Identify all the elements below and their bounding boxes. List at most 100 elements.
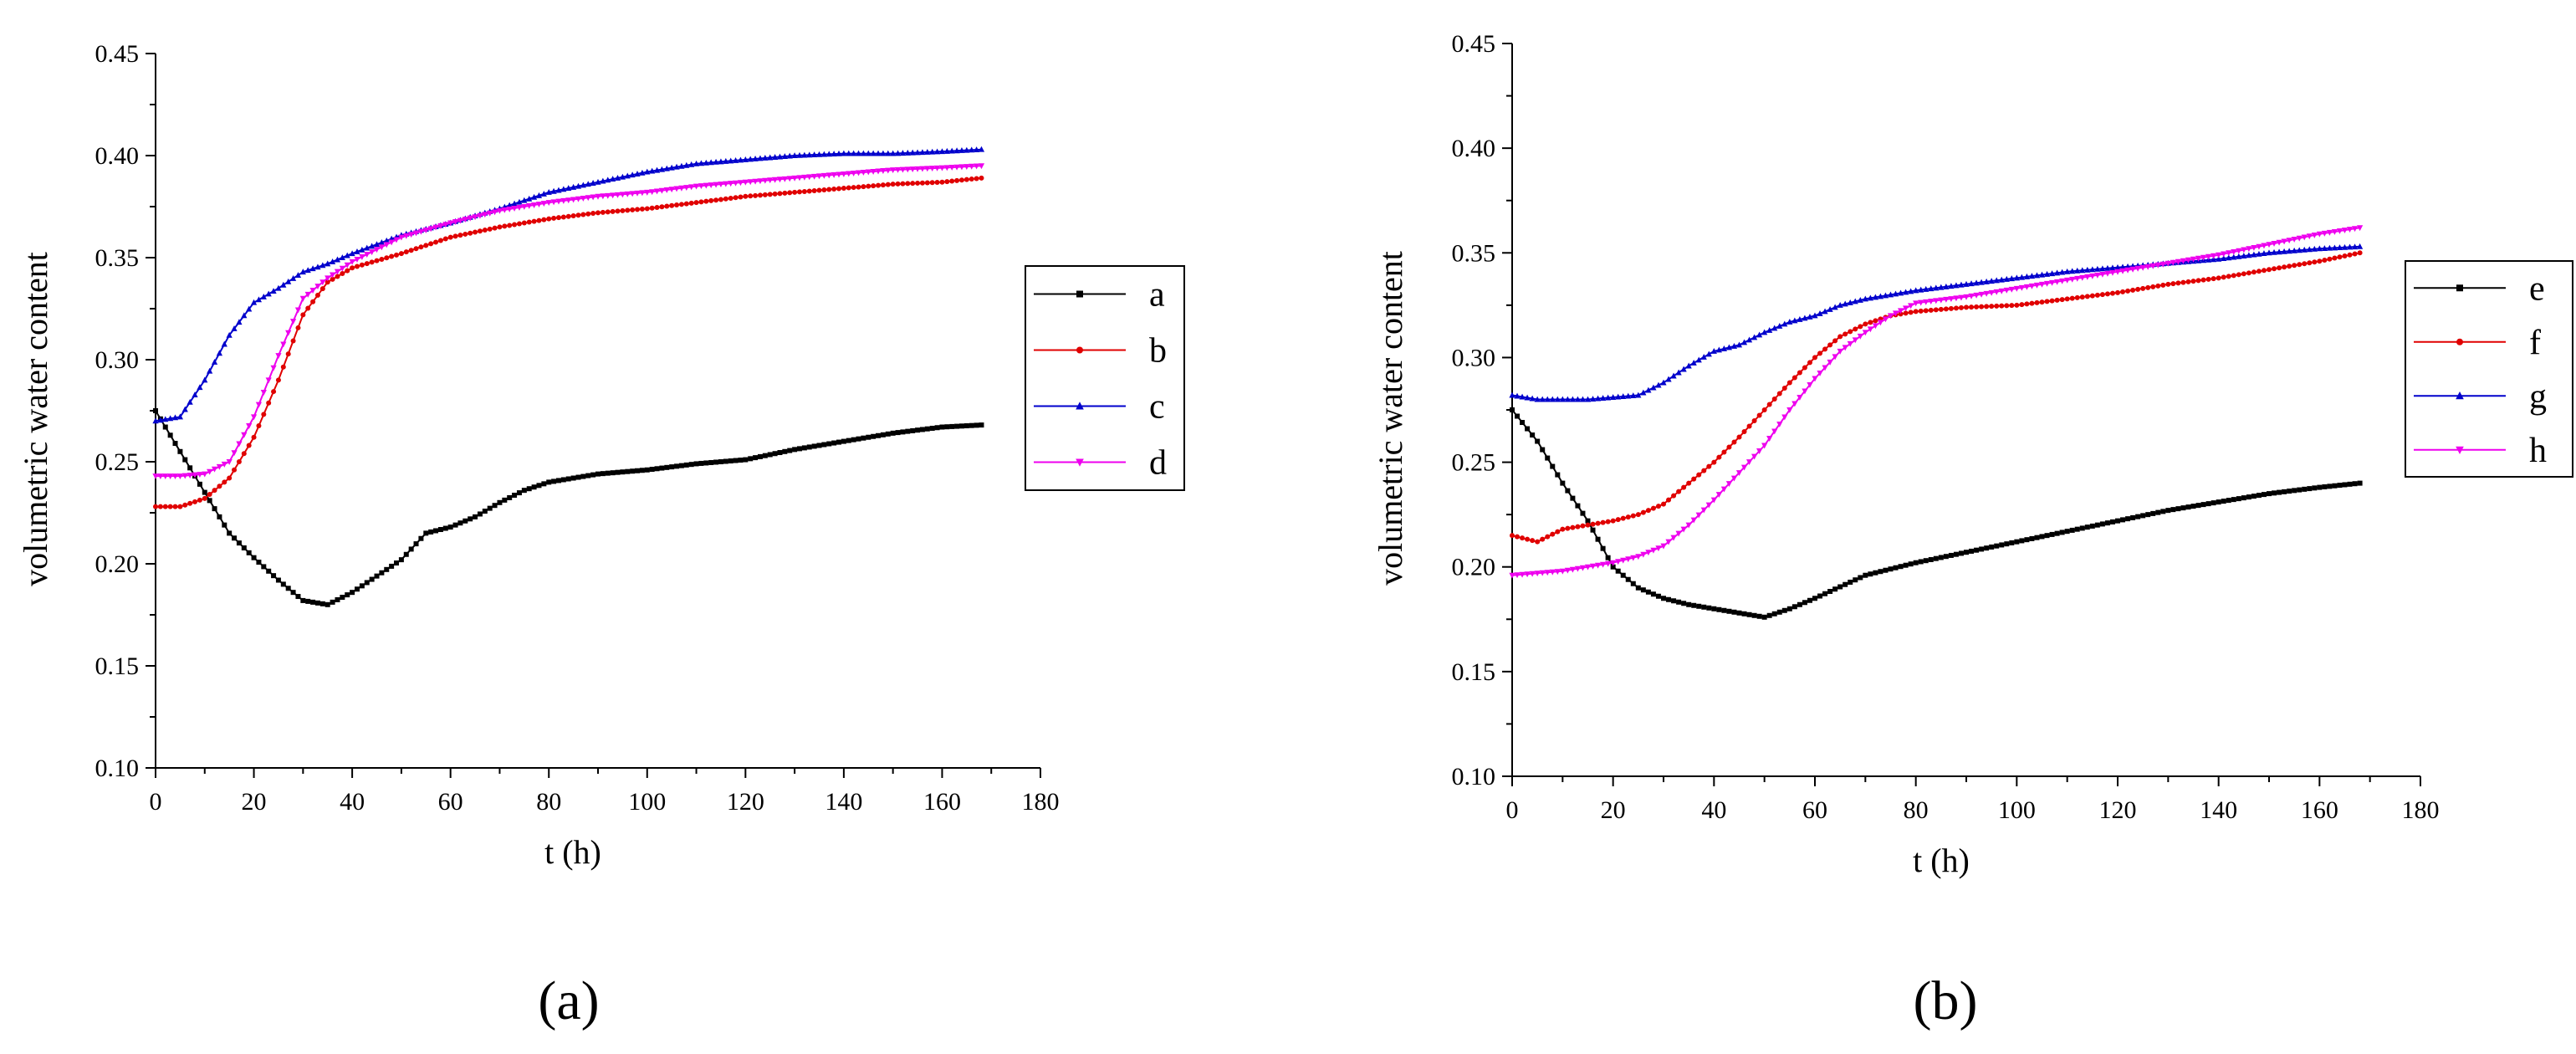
series-b-point — [900, 181, 906, 187]
series-c-point — [762, 155, 769, 161]
series-d-point — [304, 291, 311, 298]
series-c-point — [181, 406, 188, 412]
series-d-point — [289, 319, 297, 325]
series-h-point — [1761, 443, 1768, 449]
series-a-point — [816, 443, 822, 448]
series-g-point — [1589, 396, 1597, 402]
series-e-point — [2135, 514, 2141, 519]
series-b-point — [482, 228, 488, 233]
series-f-point — [2282, 264, 2287, 270]
series-a-point — [979, 422, 984, 428]
series-b-point — [182, 502, 188, 508]
series-a-point — [693, 461, 699, 467]
series-f-point — [1776, 391, 1782, 397]
series-c-point — [216, 350, 223, 356]
series-a-point — [187, 465, 193, 471]
series-g-point — [2104, 264, 2111, 271]
series-e-point — [2084, 524, 2090, 530]
series-e-point — [2099, 521, 2105, 527]
series-h-point — [2236, 248, 2242, 254]
series-d-point — [231, 450, 238, 457]
series-f-point — [2140, 285, 2146, 291]
series-b-point — [266, 400, 272, 406]
series-c-point — [545, 189, 552, 195]
series-b-point — [654, 204, 660, 210]
series-h-point — [1574, 565, 1582, 572]
series-c-point — [851, 150, 857, 156]
series-d-point — [176, 473, 183, 479]
panel-a-x-tick-label: 40 — [340, 788, 365, 816]
series-b-point — [325, 279, 330, 285]
series-h-point — [1998, 288, 2005, 294]
series-a-point — [762, 453, 768, 458]
series-c-point — [767, 154, 774, 161]
series-h-point — [1938, 297, 1945, 304]
series-c-point — [747, 156, 754, 162]
series-a-point — [963, 422, 969, 428]
series-d-point — [447, 220, 454, 227]
series-c-point — [610, 176, 616, 182]
series-e-point — [1570, 495, 1576, 501]
series-h-point — [1740, 464, 1748, 471]
series-b-point — [447, 234, 453, 240]
series-d-point — [506, 206, 513, 212]
series-c-point — [241, 312, 248, 319]
series-f-point — [1520, 535, 1526, 541]
panel-a-y-tick-label: 0.10 — [95, 755, 140, 782]
series-g-point — [2064, 268, 2071, 274]
series-b-point — [979, 175, 984, 181]
series-g-point — [1938, 284, 1945, 290]
series-c-point — [171, 414, 179, 421]
legend-marker-c — [1076, 402, 1084, 410]
series-b-point — [885, 182, 891, 187]
series-a-point — [408, 546, 414, 552]
series-h-point — [1958, 294, 1965, 301]
series-a-point — [290, 590, 296, 596]
series-g-point — [1892, 290, 1899, 297]
series-a-point — [295, 594, 301, 600]
series-c-point — [634, 171, 641, 177]
series-a-point — [659, 465, 665, 471]
series-g-point — [1817, 310, 1823, 316]
series-d-point — [167, 473, 174, 479]
series-g-point — [1761, 329, 1768, 335]
series-e-point — [2251, 494, 2257, 499]
series-g-point — [1918, 286, 1924, 293]
panel-a-y-tick-label: 0.20 — [95, 550, 140, 578]
series-c-point — [600, 177, 606, 184]
series-g-point — [1993, 277, 2000, 284]
series-d-point — [811, 173, 818, 180]
series-g-point — [2114, 264, 2121, 270]
panel-a-legend-box — [1025, 265, 1185, 491]
series-b-point — [949, 178, 955, 184]
series-e-point — [1964, 550, 1969, 555]
series-g-point — [1740, 339, 1748, 345]
series-b-point — [703, 198, 709, 204]
series-h-point — [1822, 365, 1828, 371]
series-g-point — [2119, 264, 2126, 270]
series-g-point — [2018, 274, 2025, 280]
series-h-point — [1852, 337, 1858, 344]
series-e-point — [1766, 612, 1772, 618]
series-e-point — [1545, 455, 1551, 461]
series-c-point — [963, 146, 970, 153]
series-f-point — [1853, 326, 1858, 332]
series-b-point — [256, 423, 262, 429]
series-f-point — [1979, 304, 1985, 310]
series-f-point — [2039, 299, 2045, 305]
series-b-point — [639, 206, 645, 212]
series-g-point — [2013, 274, 2020, 281]
series-f-point — [1530, 538, 1536, 544]
series-f-point — [2337, 254, 2343, 260]
series-h-point — [1923, 299, 1929, 305]
series-d-point — [157, 473, 164, 479]
series-h-point — [2306, 233, 2313, 240]
series-b-point — [442, 236, 448, 242]
series-b-point — [974, 176, 979, 182]
series-c-point — [605, 177, 611, 183]
series-f-point — [1640, 509, 1646, 515]
series-g-point — [1756, 331, 1763, 338]
series-a-point — [674, 463, 680, 469]
series-f-point — [1605, 519, 1611, 524]
panel-a-x-tick-label: 180 — [1022, 788, 1060, 816]
